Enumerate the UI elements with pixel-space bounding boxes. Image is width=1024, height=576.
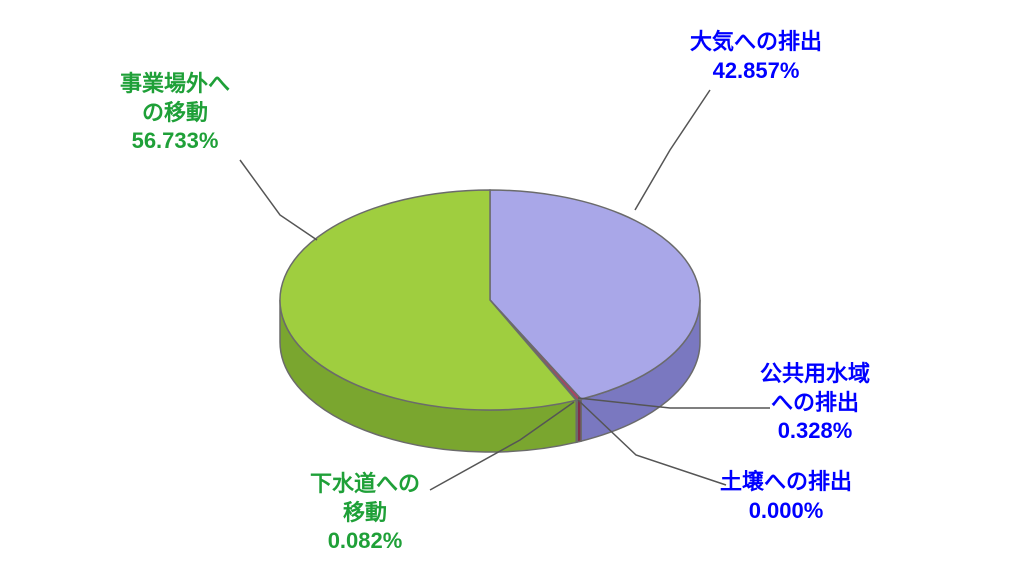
slice-label-2: 土壌への排出0.000% <box>720 468 852 525</box>
slice-label-0: 大気への排出42.857% <box>690 28 822 85</box>
pie-chart-3d: 大気への排出42.857% 公共用水域への排出0.328% 土壌への排出0.000%… <box>0 0 1024 576</box>
slice-label-1: 公共用水域への排出0.328% <box>760 360 870 446</box>
slice-label-4: 事業場外への移動56.733% <box>120 70 230 156</box>
slice-label-3: 下水道への移動0.082% <box>310 470 420 556</box>
